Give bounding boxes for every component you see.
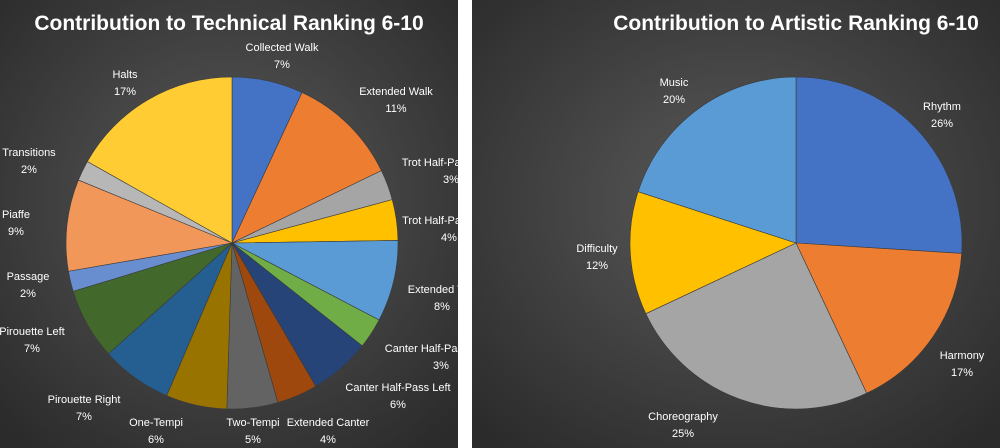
slice-label-extended-walk: Extended Walk 11% [359, 86, 433, 115]
slice-percent-label: 6% [148, 434, 164, 446]
slice-percent-label: 20% [663, 94, 685, 106]
slice-percent-label: 25% [672, 428, 694, 440]
technical-chart-panel: Contribution to Technical Ranking 6-10 C… [0, 0, 459, 448]
slice-label-rhythm: Rhythm 26% [923, 101, 961, 130]
slice-percent-label: 3% [433, 360, 449, 372]
slice-percent-label: 17% [951, 367, 973, 379]
slice-percent-label: 26% [931, 118, 953, 130]
slice-percent-label: 4% [320, 434, 336, 446]
pie-slice-halts [86, 76, 233, 244]
pie-slice-rhythm [795, 76, 963, 254]
technical-chart-title: Contribution to Technical Ranking 6-10 [34, 12, 423, 35]
panel-divider [458, 0, 472, 448]
pie-slice-music [637, 76, 797, 244]
slice-category-label: Transitions [2, 147, 56, 159]
slice-category-label: One-Tempi [129, 417, 183, 429]
slice-label-canter-half-pass-left: Canter Half-Pass Left 6% [345, 382, 450, 411]
slice-category-label: Canter Half-Pass Left [345, 382, 450, 394]
slice-percent-label: 2% [20, 288, 36, 300]
slice-label-harmony: Harmony 17% [940, 350, 985, 379]
slice-percent-label: 3% [443, 174, 459, 186]
slice-percent-label: 9% [8, 226, 24, 238]
artistic-chart-title: Contribution to Artistic Ranking 6-10 [613, 12, 979, 35]
slice-label-choreography: Choreography 25% [648, 411, 718, 440]
slice-percent-label: 8% [434, 301, 450, 313]
slice-category-label: Piaffe [2, 209, 30, 221]
artistic-pie-labels: Rhythm 26% Harmony 17% Choreography 25% Diffic… [576, 77, 984, 440]
slice-percent-label: 12% [586, 260, 608, 272]
slice-category-label: Music [660, 77, 689, 89]
slice-category-label: Pirouette Right [48, 394, 121, 406]
slice-label-collected-walk: Collected Walk 7% [246, 42, 319, 71]
pie-slice-extended-walk [231, 92, 382, 244]
slice-category-label: Passage [7, 271, 50, 283]
slice-category-label: Extended Walk [359, 86, 433, 98]
slice-category-label: Extended Canter [287, 417, 370, 429]
slice-percent-label: 5% [245, 434, 261, 446]
slice-label-two-tempi: Two-Tempi 5% [226, 417, 279, 446]
pie-slice-piaffe [65, 179, 234, 272]
slice-percent-label: 6% [390, 399, 406, 411]
slice-label-halts: Halts 17% [112, 69, 138, 98]
slice-label-extended-canter: Extended Canter 4% [287, 417, 370, 446]
technical-pie [65, 76, 399, 410]
artistic-chart-panel: Contribution to Artistic Ranking 6-10 Rh… [472, 0, 1000, 448]
slice-category-label: Collected Walk [246, 42, 319, 54]
slice-label-one-tempi: One-Tempi 6% [129, 417, 183, 446]
slice-label-difficulty: Difficulty 12% [576, 243, 618, 272]
slice-label-pirouette-left: Pirouette Left 7% [0, 326, 65, 355]
slice-percent-label: 7% [76, 411, 92, 423]
slice-percent-label: 2% [21, 164, 37, 176]
artistic-pie [629, 76, 963, 410]
pie-slice-difficulty [629, 191, 797, 315]
slice-category-label: Halts [112, 69, 138, 81]
slice-percent-label: 17% [114, 86, 136, 98]
slice-category-label: Harmony [940, 350, 985, 362]
slice-category-label: Difficulty [576, 243, 618, 255]
slice-label-pirouette-right: Pirouette Right 7% [48, 394, 121, 423]
slice-percent-label: 7% [274, 59, 290, 71]
slice-category-label: Choreography [648, 411, 718, 423]
slice-percent-label: 11% [385, 103, 406, 115]
slice-percent-label: 4% [441, 232, 457, 244]
slice-label-music: Music 20% [660, 77, 689, 106]
pie-slice-harmony [795, 242, 962, 394]
slice-category-label: Two-Tempi [226, 417, 279, 429]
slice-label-piaffe: Piaffe 9% [2, 209, 30, 238]
pie-slice-choreography [645, 242, 868, 410]
slice-category-label: Pirouette Left [0, 326, 65, 338]
slice-category-label: Rhythm [923, 101, 961, 113]
slice-label-passage: Passage 2% [7, 271, 50, 300]
slice-percent-label: 7% [24, 343, 40, 355]
slice-label-transitions: Transitions 2% [2, 147, 56, 176]
